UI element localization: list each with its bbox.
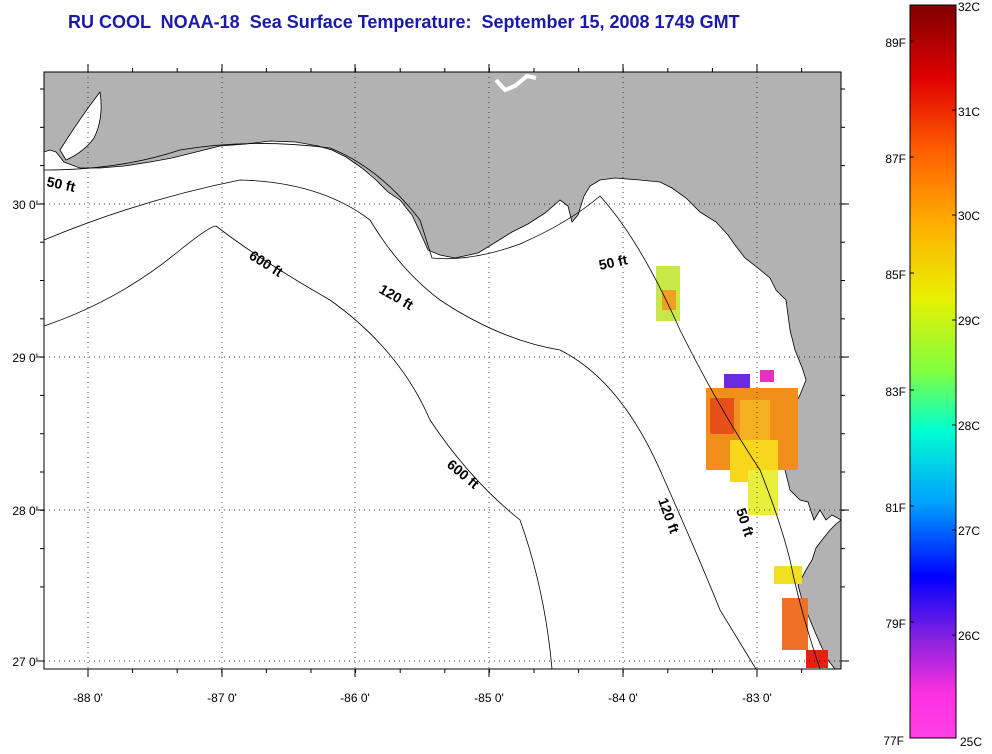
cb-f-77: 77F [883, 734, 904, 748]
lat-label-30: 30 0' [12, 198, 38, 212]
cb-c-27: 27C [958, 524, 980, 538]
sst-patch-hot [710, 398, 734, 434]
cb-f-79: 79F [885, 617, 906, 631]
lon-label-87: -87 0' [207, 691, 237, 705]
cb-c-26: 26C [958, 629, 980, 643]
sst-patch-magenta [760, 370, 774, 382]
lat-label-28: 28 0' [12, 504, 38, 518]
cb-c-31: 31C [958, 105, 980, 119]
cb-c-30: 30C [958, 209, 980, 223]
axis-ticks [36, 64, 849, 677]
bay-inlet [59, 91, 102, 161]
sst-patch-violet [724, 374, 750, 388]
cb-c-25: 25C [960, 735, 982, 749]
cb-f-89: 89F [885, 36, 906, 50]
contour-600ft [43, 225, 553, 670]
lon-label-84: -84 0' [608, 691, 638, 705]
lake-feature [494, 73, 537, 93]
contour-label-50-b: 50 ft [597, 251, 629, 273]
cb-f-81: 81F [885, 501, 906, 515]
lat-label-29: 29 0' [12, 351, 38, 365]
lat-label-27: 27 0' [12, 655, 38, 669]
contour-label-50-a: 50 ft [45, 173, 77, 195]
lon-label-86: -86 0' [340, 691, 370, 705]
colorbar-ticks [910, 4, 956, 739]
lon-label-85: -85 0' [474, 691, 504, 705]
lon-label-83: -83 0' [742, 691, 772, 705]
sst-patch-south-orange [782, 598, 808, 650]
map-frame [43, 71, 842, 670]
sst-patch-south-yellow [774, 566, 802, 584]
cb-f-87: 87F [885, 152, 906, 166]
sst-patch-north-warm [662, 290, 676, 310]
cb-f-83: 83F [885, 385, 906, 399]
contour-50ft [43, 143, 821, 670]
cb-c-28: 28C [958, 419, 980, 433]
sst-patch-orange [740, 400, 770, 440]
map-title: RU COOL NOAA-18 Sea Surface Temperature:… [68, 12, 740, 32]
cb-f-85: 85F [885, 268, 906, 282]
land-peninsula [797, 519, 842, 670]
lon-label-88: -88 0' [73, 691, 103, 705]
cb-c-32: 32C [958, 0, 980, 14]
colorbar-scale [909, 4, 957, 739]
cb-c-29: 29C [958, 314, 980, 328]
contour-120ft [43, 179, 757, 670]
